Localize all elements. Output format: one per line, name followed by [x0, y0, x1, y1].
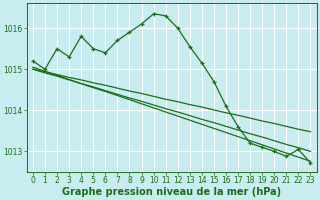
- X-axis label: Graphe pression niveau de la mer (hPa): Graphe pression niveau de la mer (hPa): [62, 187, 281, 197]
